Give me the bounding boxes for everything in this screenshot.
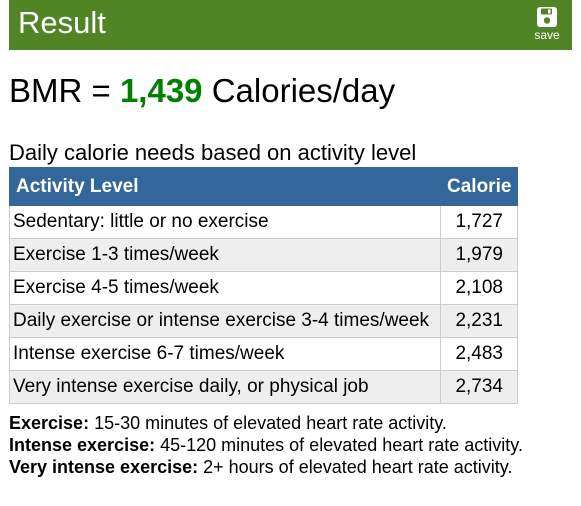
result-header: Result save bbox=[9, 0, 572, 50]
note-text: 15-30 minutes of elevated heart rate act… bbox=[89, 413, 447, 433]
calorie-cell: 2,108 bbox=[439, 271, 519, 305]
save-button[interactable]: save bbox=[530, 6, 564, 42]
note-text: 2+ hours of elevated heart rate activity… bbox=[198, 457, 513, 477]
bmr-prefix: BMR = bbox=[9, 72, 120, 109]
table-caption: Daily calorie needs based on activity le… bbox=[9, 140, 417, 165]
note-term: Intense exercise: bbox=[9, 435, 156, 455]
table-row: Very intense exercise daily, or physical… bbox=[9, 370, 519, 404]
activity-level-cell: Sedentary: little or no exercise bbox=[9, 205, 441, 239]
header-calorie: Calorie bbox=[439, 167, 519, 206]
table-row: Exercise 1-3 times/week 1,979 bbox=[9, 238, 519, 272]
table-header-row: Activity Level Calorie bbox=[9, 167, 519, 206]
activity-calorie-table: Activity Level Calorie Sedentary: little… bbox=[9, 167, 519, 404]
note-line: Exercise: 15-30 minutes of elevated hear… bbox=[9, 412, 523, 434]
bmr-result: BMR = 1,439 Calories/day bbox=[9, 72, 395, 110]
floppy-disk-icon bbox=[537, 7, 557, 27]
calorie-cell: 1,979 bbox=[439, 238, 519, 272]
note-term: Exercise: bbox=[9, 413, 90, 433]
table-row: Exercise 4-5 times/week 2,108 bbox=[9, 271, 519, 305]
note-line: Intense exercise: 45-120 minutes of elev… bbox=[9, 434, 523, 456]
bmr-unit: Calories/day bbox=[202, 72, 396, 109]
table-row: Daily exercise or intense exercise 3-4 t… bbox=[9, 304, 519, 338]
activity-level-cell: Very intense exercise daily, or physical… bbox=[9, 370, 441, 404]
note-line: Very intense exercise: 2+ hours of eleva… bbox=[9, 456, 523, 478]
result-title: Result bbox=[18, 5, 106, 40]
exercise-definitions: Exercise: 15-30 minutes of elevated hear… bbox=[9, 412, 523, 478]
calorie-cell: 1,727 bbox=[439, 205, 519, 239]
calorie-cell: 2,483 bbox=[439, 337, 519, 371]
calorie-cell: 2,734 bbox=[439, 370, 519, 404]
activity-level-cell: Intense exercise 6-7 times/week bbox=[9, 337, 441, 371]
note-text: 45-120 minutes of elevated heart rate ac… bbox=[155, 435, 523, 455]
activity-level-cell: Exercise 4-5 times/week bbox=[9, 271, 441, 305]
activity-level-cell: Daily exercise or intense exercise 3-4 t… bbox=[9, 304, 441, 338]
header-activity-level: Activity Level bbox=[9, 167, 441, 206]
calorie-cell: 2,231 bbox=[439, 304, 519, 338]
bmr-value: 1,439 bbox=[119, 72, 203, 109]
table-row: Sedentary: little or no exercise 1,727 bbox=[9, 205, 519, 239]
save-label: save bbox=[534, 28, 560, 42]
activity-level-cell: Exercise 1-3 times/week bbox=[9, 238, 441, 272]
note-term: Very intense exercise: bbox=[9, 457, 199, 477]
table-row: Intense exercise 6-7 times/week 2,483 bbox=[9, 337, 519, 371]
